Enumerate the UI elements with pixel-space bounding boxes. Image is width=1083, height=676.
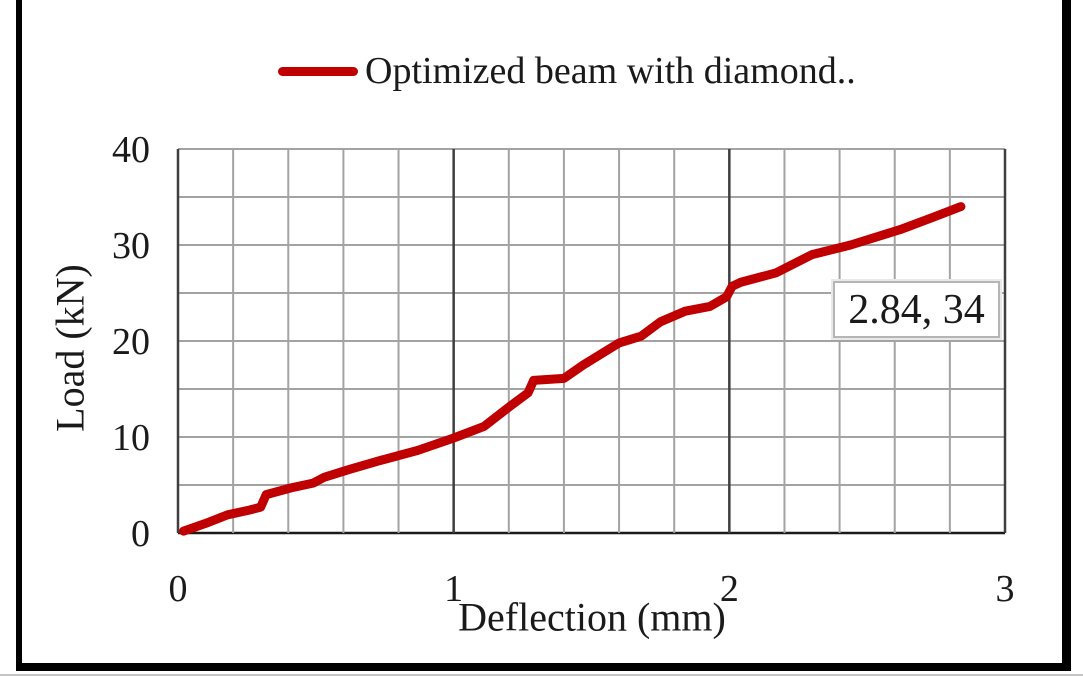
y-tick-label: 20	[112, 321, 150, 363]
y-tick-label: 40	[112, 129, 150, 171]
y-tick-label: 30	[112, 225, 150, 267]
y-tick-label: 10	[112, 417, 150, 459]
load-deflection-curve	[179, 202, 966, 536]
x-axis-title: Deflection (mm)	[458, 594, 726, 640]
y-axis-title: Load (kN)	[47, 264, 93, 432]
frame-border-bottom	[16, 663, 1071, 671]
legend-label: Optimized beam with diamond..	[365, 50, 856, 92]
frame-border-right	[1062, 0, 1071, 670]
x-tick-label: 0	[169, 568, 188, 610]
data-label-text: 2.84, 34	[848, 286, 985, 333]
x-tick-label: 2	[720, 568, 739, 610]
data-label-annotation: 2.84, 34	[833, 281, 1000, 338]
x-tick-label: 3	[996, 568, 1015, 610]
legend: Optimized beam with diamond..	[278, 48, 856, 94]
x-tick-label: 1	[444, 568, 463, 610]
frame-border-bottom-thin	[0, 674, 1083, 676]
legend-line-sample	[278, 66, 358, 76]
frame-border-left	[16, 0, 22, 670]
y-tick-label: 0	[131, 513, 150, 555]
